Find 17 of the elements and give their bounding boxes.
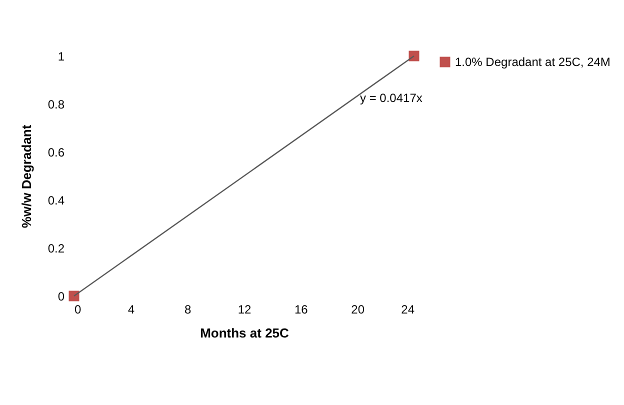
y-tick-label: 0 (58, 290, 65, 304)
y-tick-label: 0.2 (48, 242, 65, 256)
x-tick-label: 24 (401, 302, 415, 316)
x-axis-title: Months at 25C (200, 326, 290, 340)
x-tick-label: 0 (74, 302, 82, 316)
x-tick-label: 16 (294, 302, 308, 316)
y-tick-label: 0.4 (48, 194, 65, 208)
x-tick-label: 4 (128, 302, 135, 316)
x-tick-label: 8 (184, 302, 192, 316)
legend-label: 1.0% Degradant at 25C, 24M (455, 55, 610, 69)
y-axis-title: %w/w Degradant (18, 124, 34, 228)
y-tick-label: 1 (58, 50, 65, 64)
annotation: y = 0.0417x (360, 91, 422, 105)
y-tick-label: 0.6 (48, 146, 65, 160)
x-tick-label: 12 (238, 302, 252, 316)
y-tick-label: 0.8 (48, 98, 65, 112)
x-tick-label: 20 (351, 302, 365, 316)
